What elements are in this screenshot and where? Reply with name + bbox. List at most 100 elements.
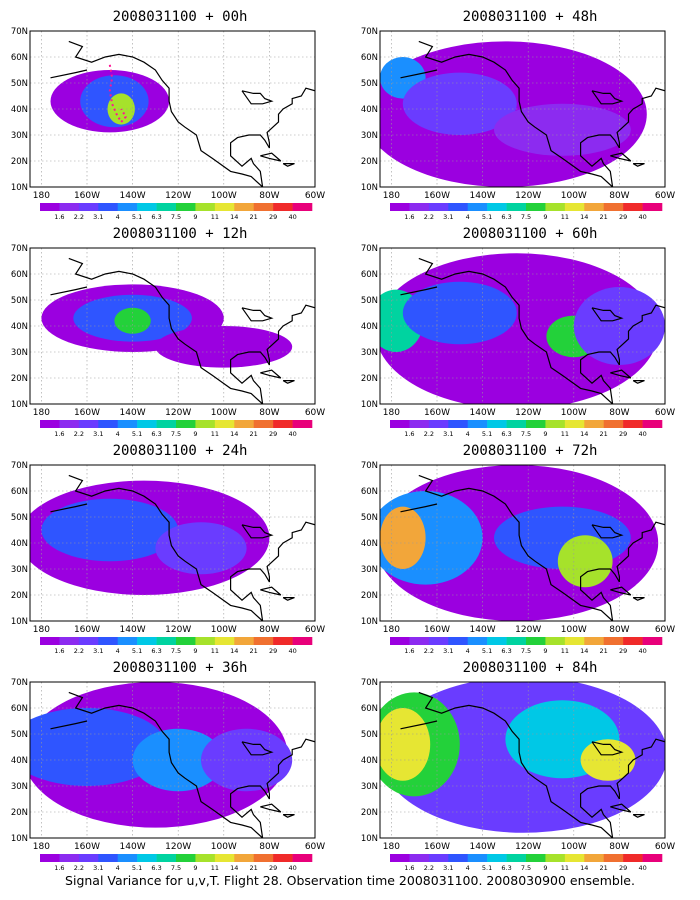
colorbar-label: 29	[269, 647, 277, 655]
map-panel-72h: 2008031100 + 72h 70N 60N 50N 40N 30N 20N 10N 18…	[361, 442, 680, 657]
colorbar-label: 1.6	[54, 864, 64, 872]
colorbar-swatch	[603, 854, 624, 862]
colorbar-label: 21	[250, 213, 258, 221]
colorbar-swatch	[526, 420, 546, 428]
colorbar-label: 2.2	[74, 213, 84, 221]
colorbar-swatch	[448, 854, 469, 862]
lon-label: 160W	[74, 408, 100, 418]
colorbar-label: 21	[600, 864, 608, 872]
lat-label: 20N	[11, 157, 28, 167]
colorbar-swatch	[545, 854, 566, 862]
colorbar-label: 7.5	[521, 647, 531, 655]
coastline-segment	[400, 69, 438, 79]
colorbar-label: 1.6	[404, 213, 414, 221]
colorbar-swatch	[214, 854, 235, 862]
colorbar-swatch	[98, 854, 119, 862]
lon-label: 140W	[120, 625, 146, 635]
coastline-segment	[50, 720, 88, 730]
colorbar-swatch	[603, 637, 624, 645]
map-panel-48h: 2008031100 + 48h 70N 60N 50N 40N 30N 20N 10N 18…	[361, 8, 680, 223]
colorbar-swatch	[428, 420, 449, 428]
colorbar-label: 6.3	[501, 864, 511, 872]
coastline-segment	[418, 691, 614, 838]
colorbar-swatch	[176, 637, 196, 645]
coastline-segment	[230, 568, 270, 621]
lat-label: 70N	[11, 678, 28, 688]
colorbar-swatch	[487, 854, 507, 862]
map-frame	[379, 464, 666, 622]
colorbar-label: 40	[288, 864, 296, 872]
colorbar-label: 5.1	[132, 647, 142, 655]
coastline-segment	[50, 286, 88, 296]
map-frame	[379, 681, 666, 839]
colorbar-label: 9	[543, 647, 547, 655]
lon-label: 120W	[515, 842, 541, 852]
island	[632, 814, 645, 818]
colorbar-swatch	[467, 854, 488, 862]
map-frame	[29, 30, 316, 188]
lon-label: 100W	[211, 191, 237, 201]
colorbar-label: 7.5	[171, 430, 181, 438]
colorbar-label: 21	[600, 213, 608, 221]
colorbar-swatch	[137, 637, 157, 645]
colorbar-label: 40	[288, 213, 296, 221]
lat-label: 10N	[361, 183, 378, 193]
colorbar-swatch	[156, 637, 177, 645]
colorbar-swatch	[273, 637, 293, 645]
colorbar-swatch	[253, 203, 274, 211]
variance-field	[380, 682, 665, 833]
colorbar-label: 1.6	[404, 647, 414, 655]
coastline-segment	[266, 738, 315, 799]
island	[632, 163, 645, 167]
colorbar-label: 4	[466, 213, 470, 221]
colorbar-swatch	[59, 637, 80, 645]
coastline-segment	[400, 503, 438, 513]
colorbar-swatch	[78, 420, 99, 428]
great-lakes	[591, 307, 624, 322]
lon-label: 80W	[259, 625, 279, 635]
colorbar-swatch	[564, 854, 585, 862]
colorbar-swatch	[253, 637, 274, 645]
colorbar-swatch	[623, 203, 643, 211]
colorbar-swatch	[390, 203, 410, 211]
colorbar-label: 4	[116, 430, 120, 438]
lat-label: 40N	[11, 105, 28, 115]
colorbar-label: 2.2	[424, 430, 434, 438]
great-lakes	[591, 90, 624, 105]
coastline-segment	[616, 521, 665, 582]
great-lakes	[591, 741, 624, 756]
colorbar-swatch	[409, 203, 430, 211]
lon-label: 140W	[120, 842, 146, 852]
colorbar-swatch	[117, 420, 138, 428]
lat-label: 10N	[361, 834, 378, 844]
colorbar-swatch	[40, 203, 60, 211]
lon-label: 180	[383, 191, 400, 201]
map-svg: 70N 60N 50N 40N 30N 20N 10N 180 160W 140W 120W 100W…	[361, 244, 675, 438]
colorbar-label: 14	[580, 864, 588, 872]
colorbar-label: 14	[580, 213, 588, 221]
lon-label: 80W	[259, 408, 279, 418]
map-svg: 70N 60N 50N 40N 30N 20N 10N 180 160W 140W 120W 100W…	[361, 27, 675, 221]
map-svg: 70N 60N 50N 40N 30N 20N 10N 180 160W 140W 120W 100W…	[11, 678, 325, 872]
colorbar-swatch	[292, 854, 313, 862]
colorbar-swatch	[487, 203, 507, 211]
lat-label: 20N	[11, 808, 28, 818]
colorbar-label: 29	[269, 430, 277, 438]
colorbar-swatch	[506, 637, 527, 645]
colorbar-label: 9	[193, 430, 197, 438]
coastline	[400, 691, 665, 838]
lon-label: 120W	[515, 191, 541, 201]
colorbar-label: 4	[466, 430, 470, 438]
lat-label: 20N	[11, 591, 28, 601]
lat-label: 50N	[11, 296, 28, 306]
lon-label: 60W	[305, 191, 325, 201]
colorbar: 1.6 2.2 3.1 4 5.1 6.3 7.5 9 11 14 21 29 40	[390, 854, 663, 872]
island	[260, 369, 282, 379]
lat-label: 50N	[361, 79, 378, 89]
colorbar-label: 9	[543, 213, 547, 221]
lon-label: 60W	[305, 408, 325, 418]
colorbar-label: 6.3	[151, 864, 161, 872]
colorbar-swatch	[78, 854, 99, 862]
coastline-segment	[68, 40, 264, 187]
lat-label: 30N	[361, 782, 378, 792]
